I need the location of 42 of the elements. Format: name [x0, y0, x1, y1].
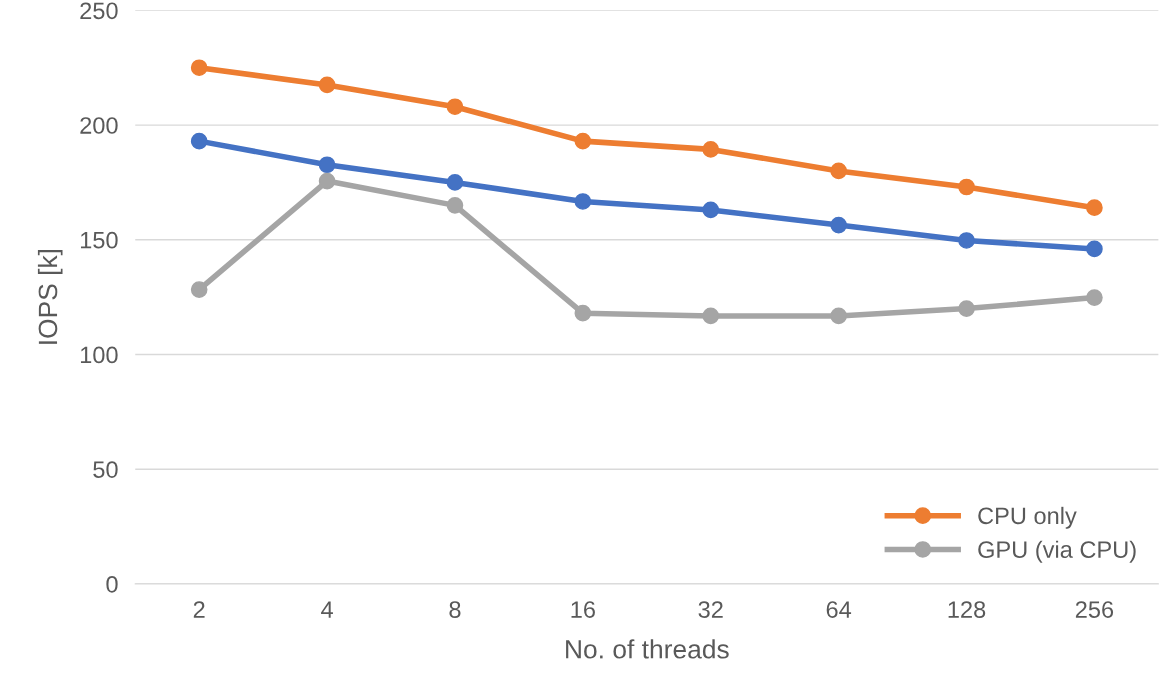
x-tick-label: 2: [193, 601, 205, 618]
x-tick-label: 4: [321, 601, 333, 618]
point: [1086, 199, 1103, 216]
point: [446, 174, 464, 191]
point: [574, 132, 592, 150]
y-tick-label: 150: [80, 231, 118, 249]
point: [318, 156, 336, 174]
point: [574, 193, 592, 210]
point: [958, 300, 975, 317]
point: [574, 304, 592, 322]
y-tick-label: 0: [106, 575, 118, 593]
x-tick-label: 16: [571, 601, 595, 618]
point: [190, 59, 208, 77]
y-tick-label: 200: [80, 117, 118, 134]
point: [1086, 289, 1103, 306]
point: [702, 141, 720, 158]
x-tick-label: 8: [449, 601, 461, 618]
point: [830, 216, 847, 234]
x-tick-label: 256: [1075, 601, 1114, 618]
x-axis-title: No. of threads: [566, 639, 729, 659]
x-tick-label: 64: [826, 601, 852, 618]
point: [830, 307, 847, 325]
x-tick-label: 128: [948, 601, 986, 618]
point: [1086, 240, 1103, 258]
point: [190, 281, 208, 298]
point: [446, 197, 464, 214]
point: [702, 307, 720, 325]
y-tick-label: 50: [93, 461, 118, 478]
point: [702, 201, 720, 219]
point: [318, 76, 336, 94]
point: [958, 232, 975, 249]
point: [446, 98, 464, 116]
point: [830, 162, 847, 180]
legend-label: GPU (via CPU): [978, 540, 1136, 563]
legend-label: CPU only: [978, 506, 1077, 529]
y-tick-label: 100: [80, 346, 118, 364]
point: [190, 132, 208, 150]
y-tick-label: 250: [80, 2, 118, 20]
point: [958, 178, 975, 196]
x-tick-label: 32: [698, 601, 723, 618]
y-axis-title: IOPS [k]: [37, 249, 63, 344]
point: [318, 172, 336, 190]
